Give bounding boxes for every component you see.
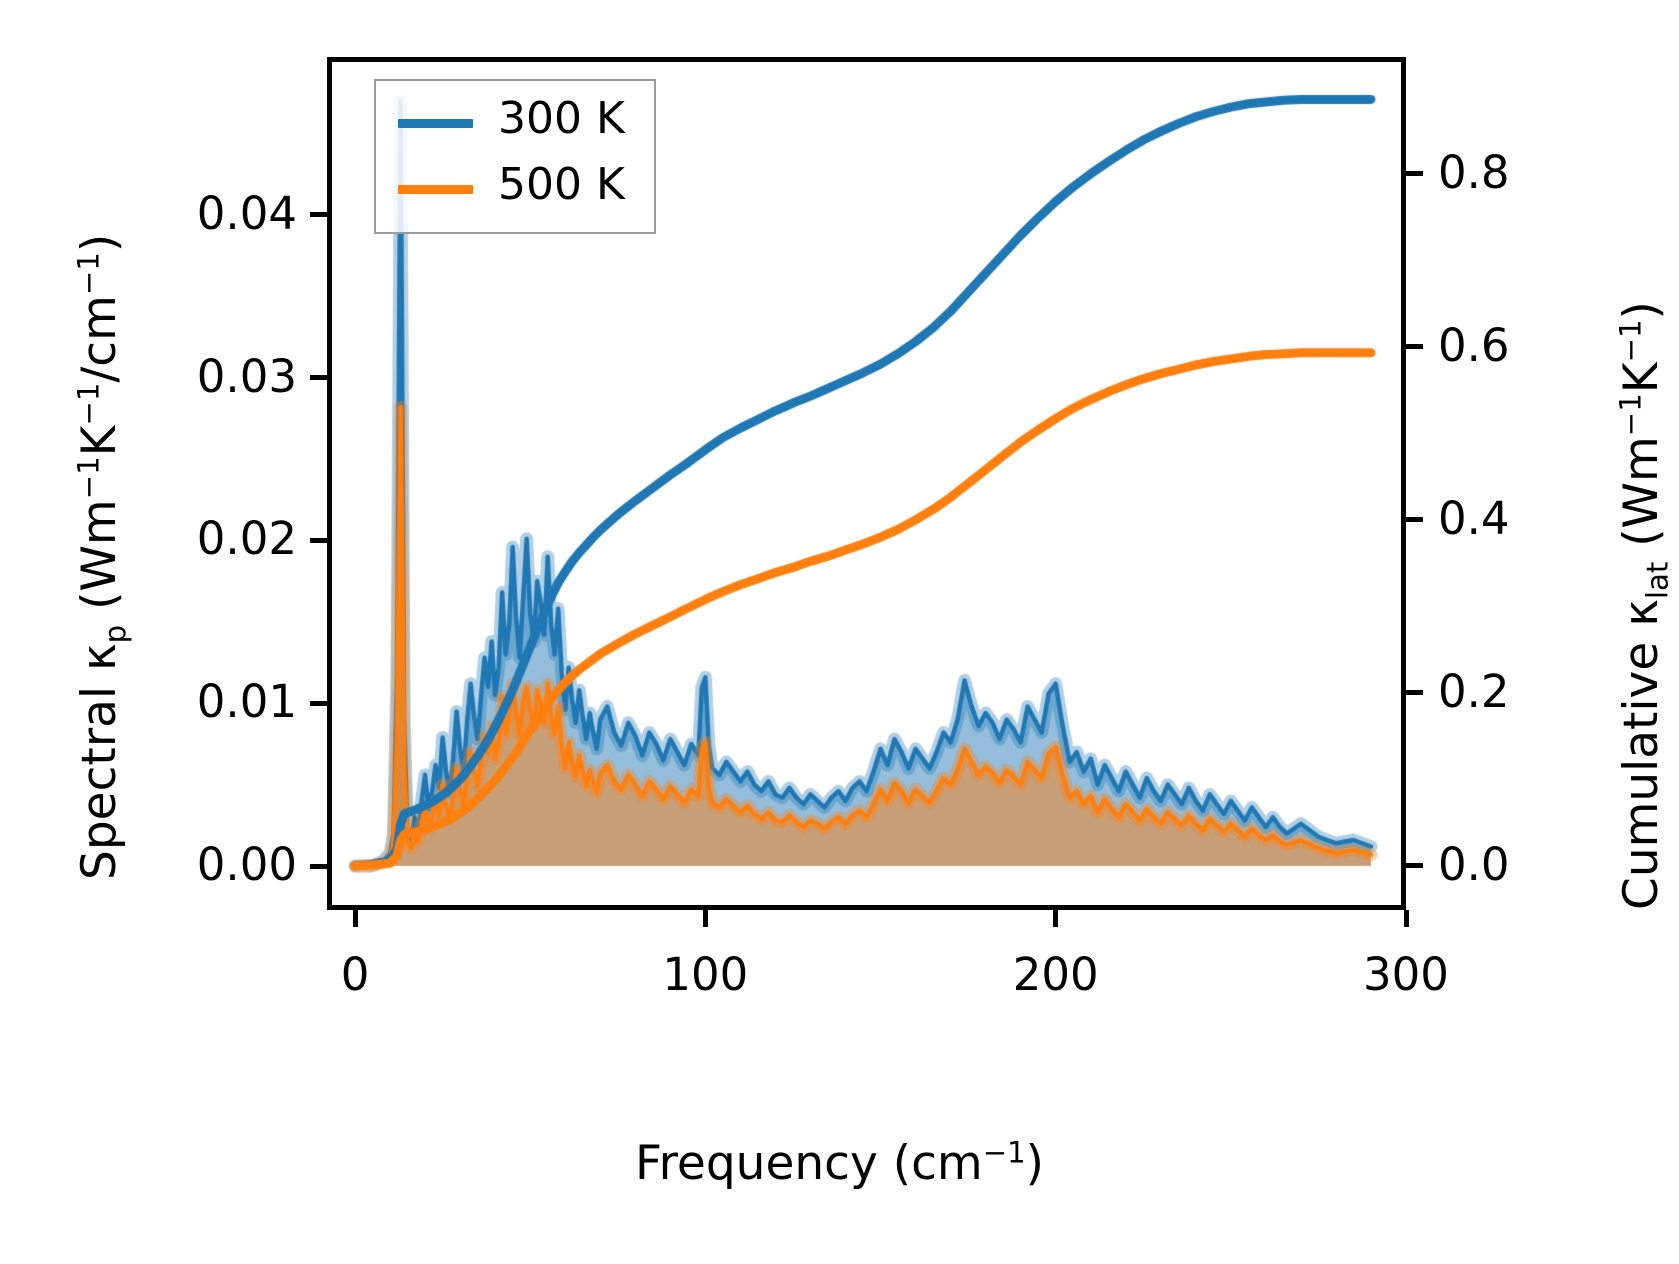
legend-item-500-k[interactable]: 500 K [376,157,654,219]
y-left-tick-label-1: 0.01 [196,675,297,729]
y-right-tick-4 [1406,171,1423,177]
y-left-tick-0 [310,863,327,869]
y-right-paren-close: ) [1614,301,1669,320]
y-right-tick-2 [1406,517,1423,523]
legend-label: 500 K [498,159,625,210]
y-right-tick-0 [1406,863,1423,869]
legend-label: 300 K [498,93,625,144]
y-left-tick-3 [310,375,327,381]
y-right-tick-label-2: 0.4 [1438,491,1510,545]
x-tick-label-1: 100 [662,948,749,1001]
y-right-tick-1 [1406,690,1423,696]
y-left-tick-4 [310,212,327,218]
x-tick-1 [702,910,708,927]
y-right-sup-2: −1 [1613,319,1648,363]
legend-item-300-k[interactable]: 300 K [376,91,654,153]
y-left-k: K [72,425,127,457]
legend-line-swatch-icon [398,119,473,128]
y-axis-right-label: Cumulative κlat (Wm−1K−1) [1613,301,1674,910]
x-axis-label-sup: −1 [982,1135,1026,1170]
x-tick-label-3: 300 [1363,948,1449,1001]
x-axis-label-text: Frequency (cm [635,1136,983,1191]
legend[interactable]: 300 K 500 K [374,79,656,234]
x-tick-label-2: 200 [1012,948,1099,1001]
y-left-sup-1: −1 [71,456,106,500]
kappa-p-subscript: p [98,624,133,644]
y-right-tick-label-3: 0.6 [1438,318,1510,372]
plot-area: 300 K 500 K [310,57,1423,927]
y-left-tick-label-0: 0.00 [196,838,297,892]
y-right-tick-label-0: 0.0 [1438,837,1510,891]
y-left-sup-3: −1 [71,252,106,296]
x-tick-label-0: 0 [340,948,370,1001]
y-left-tick-label-4: 0.04 [196,186,297,240]
y-left-tick-label-2: 0.02 [196,512,297,566]
y-left-tick-1 [310,700,327,706]
y-right-tick-label-4: 0.8 [1438,145,1510,199]
y-axis-right-label-text: Cumulative κ [1614,599,1669,910]
kappa-lat-subscript: lat [1640,561,1675,600]
y-right-tick-label-1: 0.2 [1438,664,1510,718]
x-axis-label-paren: ) [1025,1136,1044,1191]
y-right-tick-3 [1406,344,1423,350]
x-tick-0 [352,910,358,927]
x-tick-3 [1403,910,1409,927]
y-right-sup-1: −1 [1613,393,1648,437]
y-left-tick-2 [310,537,327,543]
x-axis-label: Frequency (cm−1) [0,1136,1679,1191]
x-tick-2 [1053,910,1059,927]
y-right-unit-open: (Wm [1614,436,1669,562]
y-right-k: K [1614,362,1669,394]
legend-line-swatch-icon [398,185,473,194]
y-left-tick-label-3: 0.03 [196,349,297,403]
